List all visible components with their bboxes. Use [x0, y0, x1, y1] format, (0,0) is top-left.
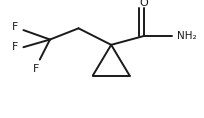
- Text: F: F: [33, 64, 39, 74]
- Text: NH₂: NH₂: [177, 31, 197, 41]
- Text: O: O: [140, 0, 148, 8]
- Text: F: F: [12, 22, 18, 32]
- Text: F: F: [12, 42, 18, 52]
